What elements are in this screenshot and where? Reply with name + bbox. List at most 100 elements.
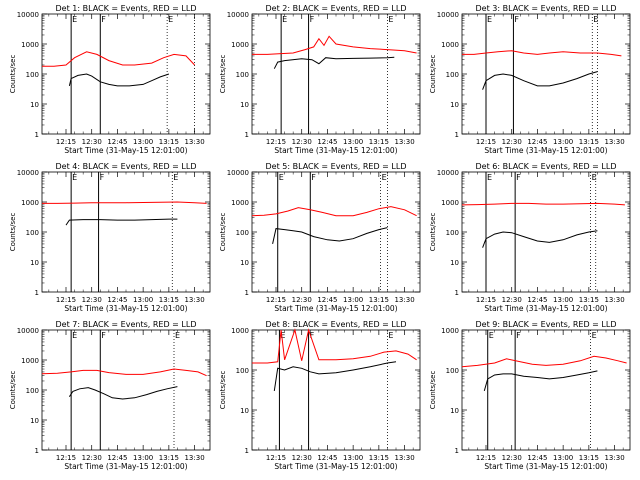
x-tick-label: 13:00 xyxy=(553,296,573,304)
y-tick-label: 100 xyxy=(26,387,39,395)
x-tick-label: 12:45 xyxy=(107,296,127,304)
series-line-lld xyxy=(42,201,207,204)
y-tick-label: 1 xyxy=(455,289,459,297)
marker-label: F xyxy=(100,173,105,182)
marker-label: F xyxy=(101,331,106,340)
axes-frame xyxy=(461,171,631,293)
y-tick-label: 1000 xyxy=(231,199,249,207)
x-tick-label: 12:15 xyxy=(476,454,496,462)
chart-title: Det 3: BLACK = Events, RED = LLD xyxy=(476,4,617,13)
marker-label: E xyxy=(388,331,393,340)
y-tick-label: 1000 xyxy=(441,199,459,207)
x-tick-label: 12:45 xyxy=(527,454,547,462)
x-tick-label: 13:00 xyxy=(553,454,573,462)
series-line-events xyxy=(272,227,388,245)
x-tick-label: 12:45 xyxy=(317,296,337,304)
x-tick-label: 13:30 xyxy=(184,138,204,146)
y-tick-label: 1 xyxy=(35,131,39,139)
x-tick-label: 12:15 xyxy=(56,454,76,462)
series-line-lld xyxy=(252,328,417,364)
x-tick-label: 12:30 xyxy=(82,454,102,462)
marker-label: F xyxy=(516,331,521,340)
series-line-lld xyxy=(252,35,417,55)
x-tick-label: 13:30 xyxy=(394,138,414,146)
x-tick-label: 13:00 xyxy=(133,296,153,304)
series-line-events xyxy=(273,56,395,69)
chart-title: Det 4: BLACK = Events, RED = LLD xyxy=(56,162,197,171)
y-tick-label: 1 xyxy=(35,289,39,297)
panel-det-9: Det 9: BLACK = Events, RED = LLD 1 10 100 10… xyxy=(429,320,631,471)
series-line-lld xyxy=(42,51,195,67)
chart-title: Det 1: BLACK = Events, RED = LLD xyxy=(56,4,197,13)
marker-label: E xyxy=(72,331,77,340)
chart-title: Det 5: BLACK = Events, RED = LLD xyxy=(266,162,407,171)
marker-label: E xyxy=(175,331,180,340)
x-tick-label: 12:30 xyxy=(502,138,522,146)
x-tick-label: 13:30 xyxy=(184,296,204,304)
y-tick-label: 1000 xyxy=(231,327,249,335)
x-axis-label: Start Time (31-May-15 12:01:00) xyxy=(64,146,187,155)
series-line-lld xyxy=(251,206,417,217)
x-tick-label: 12:30 xyxy=(292,296,312,304)
y-tick-label: 10 xyxy=(240,407,249,415)
marker-label: E xyxy=(489,331,494,340)
x-axis-label: Start Time (31-May-15 12:01:00) xyxy=(274,462,397,471)
y-tick-label: 10000 xyxy=(17,327,39,335)
x-tick-label: 12:15 xyxy=(266,454,286,462)
y-tick-label: 1000 xyxy=(21,357,39,365)
marker-label: F xyxy=(310,15,315,24)
axes-frame xyxy=(251,13,421,135)
x-tick-label: 13:15 xyxy=(579,296,599,304)
y-tick-label: 10000 xyxy=(437,11,459,19)
y-tick-label: 10 xyxy=(450,259,459,267)
x-tick-label: 13:30 xyxy=(394,296,414,304)
y-tick-label: 10 xyxy=(30,101,39,109)
y-tick-label: 10000 xyxy=(227,11,249,19)
x-axis-label: Start Time (31-May-15 12:01:00) xyxy=(64,462,187,471)
marker-label: E xyxy=(592,331,597,340)
x-tick-label: 13:30 xyxy=(604,454,624,462)
chart-title: Det 2: BLACK = Events, RED = LLD xyxy=(266,4,407,13)
y-tick-label: 10000 xyxy=(17,11,39,19)
marker-label: F xyxy=(310,331,315,340)
y-axis-label: Counts/sec xyxy=(219,55,227,94)
x-tick-label: 12:15 xyxy=(266,138,286,146)
x-tick-label: 12:30 xyxy=(292,138,312,146)
panel-det-3: Det 3: BLACK = Events, RED = LLD 1 10 100 10… xyxy=(429,4,631,155)
panel-det-2: Det 2: BLACK = Events, RED = LLD 1 10 100 10… xyxy=(219,4,421,155)
x-tick-label: 13:15 xyxy=(369,454,389,462)
series-line-events xyxy=(68,73,170,87)
y-tick-label: 10 xyxy=(30,259,39,267)
series-line-lld xyxy=(41,368,207,377)
y-axis-label: Counts/sec xyxy=(9,371,17,410)
x-tick-label: 12:45 xyxy=(317,454,337,462)
y-axis-label: Counts/sec xyxy=(219,371,227,410)
marker-label: F xyxy=(101,15,106,24)
chart-title: Det 7: BLACK = Events, RED = LLD xyxy=(56,320,197,329)
marker-label: E xyxy=(279,173,284,182)
marker-label: E xyxy=(72,173,77,182)
x-tick-label: 13:00 xyxy=(343,296,363,304)
panel-det-8: Det 8: BLACK = Events, RED = LLD 1 10 100 10… xyxy=(219,320,421,471)
x-tick-label: 12:15 xyxy=(476,296,496,304)
x-tick-label: 12:45 xyxy=(107,138,127,146)
x-tick-label: 13:15 xyxy=(369,296,389,304)
series-line-lld xyxy=(461,202,625,206)
series-line-events xyxy=(483,370,598,392)
panel-det-6: Det 6: BLACK = Events, RED = LLD 1 10 100 10… xyxy=(429,162,631,313)
x-tick-label: 12:30 xyxy=(502,454,522,462)
y-tick-label: 100 xyxy=(446,229,459,237)
y-tick-label: 100 xyxy=(446,71,459,79)
y-tick-label: 1000 xyxy=(441,327,459,335)
x-tick-label: 12:30 xyxy=(82,296,102,304)
y-tick-label: 10 xyxy=(30,417,39,425)
series-line-lld xyxy=(461,355,627,368)
axes-frame xyxy=(461,13,631,135)
y-tick-label: 10 xyxy=(450,407,459,415)
y-tick-label: 1 xyxy=(245,289,249,297)
axes-frame xyxy=(461,329,631,451)
y-tick-label: 1 xyxy=(455,447,459,455)
y-tick-label: 100 xyxy=(446,367,459,375)
y-tick-label: 10000 xyxy=(437,169,459,177)
y-axis-label: Counts/sec xyxy=(9,55,17,94)
